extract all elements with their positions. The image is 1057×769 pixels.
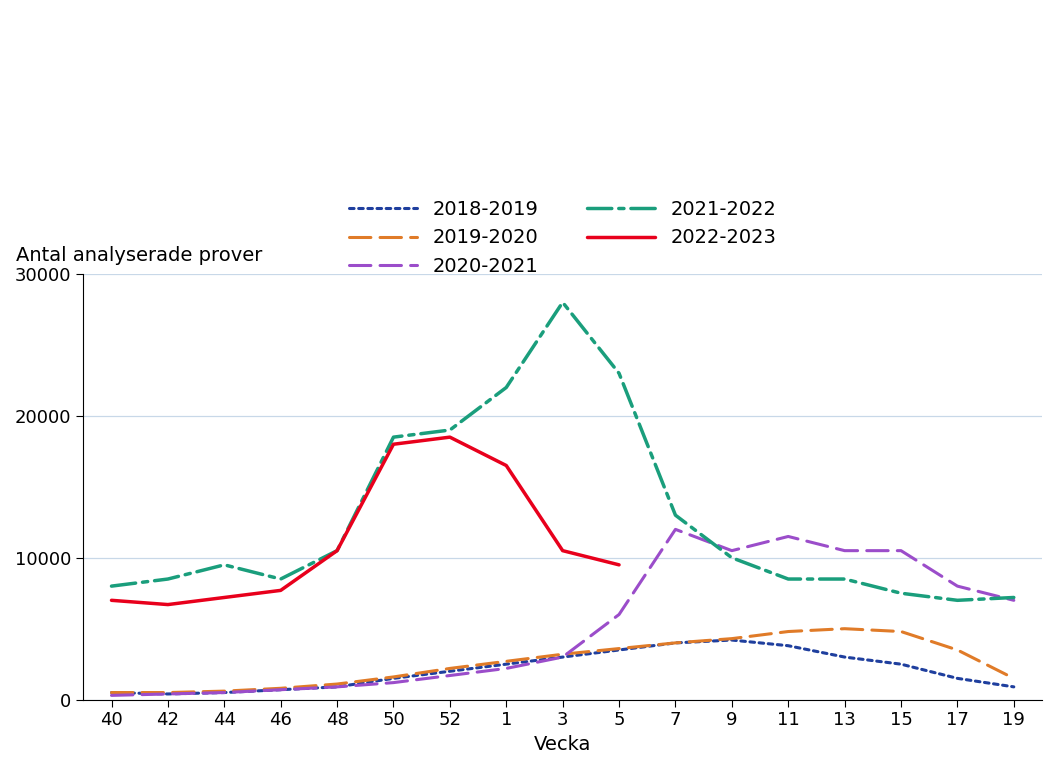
X-axis label: Vecka: Vecka [534, 735, 591, 754]
2018-2019 [500, 660, 513, 669]
2022-2023 [500, 461, 513, 470]
Line: 2022-2023: 2022-2023 [111, 437, 619, 604]
2021-2022 [669, 511, 682, 520]
2019-2020 [613, 644, 626, 653]
2019-2020 [556, 650, 569, 659]
Line: 2021-2022: 2021-2022 [111, 302, 1014, 601]
2018-2019 [1007, 682, 1020, 691]
2019-2020 [782, 627, 795, 636]
2020-2021 [218, 688, 230, 697]
2021-2022 [218, 561, 230, 570]
2020-2021 [613, 610, 626, 619]
2019-2020 [951, 645, 964, 654]
2018-2019 [218, 688, 230, 697]
2020-2021 [275, 685, 288, 694]
2021-2022 [387, 432, 400, 441]
2019-2020 [669, 638, 682, 647]
2018-2019 [782, 641, 795, 651]
2020-2021 [500, 664, 513, 673]
2018-2019 [162, 689, 174, 698]
2018-2019 [556, 652, 569, 661]
2020-2021 [331, 682, 344, 691]
2021-2022 [105, 581, 117, 591]
2022-2023 [556, 546, 569, 555]
2020-2021 [782, 532, 795, 541]
2019-2020 [105, 688, 117, 697]
2020-2021 [951, 581, 964, 591]
2021-2022 [613, 368, 626, 378]
2021-2022 [275, 574, 288, 584]
2020-2021 [838, 546, 851, 555]
2020-2021 [162, 689, 174, 698]
2018-2019 [444, 667, 457, 676]
2022-2023 [331, 546, 344, 555]
2022-2023 [105, 596, 117, 605]
2021-2022 [556, 298, 569, 307]
2020-2021 [556, 652, 569, 661]
2018-2019 [725, 635, 738, 644]
2020-2021 [725, 546, 738, 555]
2022-2023 [162, 600, 174, 609]
Line: 2020-2021: 2020-2021 [111, 529, 1014, 695]
2019-2020 [444, 664, 457, 673]
2019-2020 [1007, 674, 1020, 683]
2019-2020 [162, 688, 174, 697]
2018-2019 [105, 688, 117, 697]
2018-2019 [387, 674, 400, 683]
2018-2019 [275, 685, 288, 694]
2018-2019 [331, 682, 344, 691]
2022-2023 [613, 561, 626, 570]
2022-2023 [387, 440, 400, 449]
2021-2022 [951, 596, 964, 605]
Legend: 2018-2019, 2019-2020, 2020-2021, 2021-2022, 2022-2023: 2018-2019, 2019-2020, 2020-2021, 2021-20… [339, 190, 786, 286]
2019-2020 [838, 624, 851, 634]
2020-2021 [669, 524, 682, 534]
2022-2023 [218, 593, 230, 602]
2019-2020 [894, 627, 907, 636]
2018-2019 [838, 652, 851, 661]
2021-2022 [894, 588, 907, 598]
2018-2019 [894, 660, 907, 669]
2019-2020 [387, 672, 400, 681]
2021-2022 [162, 574, 174, 584]
2021-2022 [838, 574, 851, 584]
2019-2020 [331, 680, 344, 689]
2018-2019 [951, 674, 964, 683]
2020-2021 [444, 671, 457, 680]
2022-2023 [444, 432, 457, 441]
2022-2023 [275, 586, 288, 595]
Line: 2019-2020: 2019-2020 [111, 629, 1014, 693]
2021-2022 [725, 553, 738, 562]
2020-2021 [105, 691, 117, 700]
Text: Antal analyserade prover: Antal analyserade prover [16, 246, 262, 265]
2019-2020 [725, 634, 738, 643]
2020-2021 [1007, 596, 1020, 605]
2021-2022 [782, 574, 795, 584]
2018-2019 [613, 645, 626, 654]
2019-2020 [275, 684, 288, 693]
2021-2022 [331, 546, 344, 555]
2019-2020 [218, 687, 230, 696]
2020-2021 [387, 678, 400, 687]
2021-2022 [444, 425, 457, 434]
2021-2022 [1007, 593, 1020, 602]
2018-2019 [669, 638, 682, 647]
2021-2022 [500, 383, 513, 392]
2020-2021 [894, 546, 907, 555]
Line: 2018-2019: 2018-2019 [111, 640, 1014, 694]
2019-2020 [500, 657, 513, 666]
